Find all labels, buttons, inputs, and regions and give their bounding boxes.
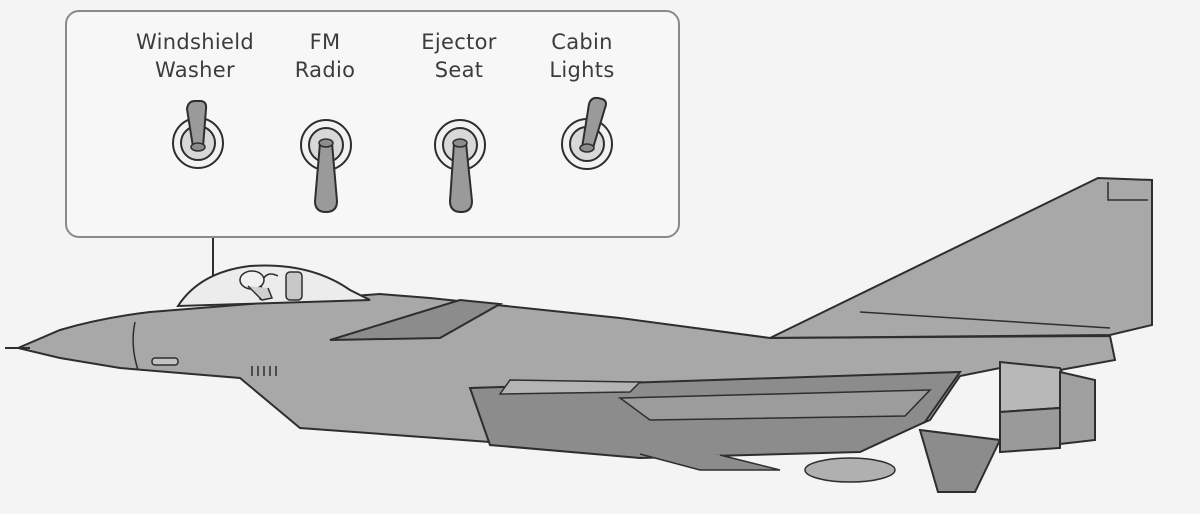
- toggle-switch-cabin-lights[interactable]: [553, 92, 623, 172]
- label-fm-radio: FM Radio: [250, 28, 400, 84]
- label-windshield-washer-line2: Washer: [155, 58, 235, 82]
- canopy: [176, 264, 371, 308]
- toggle-switch-ejector-seat[interactable]: [424, 115, 494, 220]
- label-windshield-washer-line1: Windshield: [136, 30, 254, 54]
- engine-nozzle: [999, 360, 1067, 414]
- label-cabin-lights-line1: Cabin: [551, 30, 613, 54]
- canard-wing: [329, 298, 504, 341]
- tail-fin: [769, 176, 1153, 339]
- side-vents: [251, 366, 277, 376]
- label-ejector-seat: Ejector Seat: [384, 28, 534, 84]
- label-fm-radio-line2: Radio: [294, 58, 356, 82]
- ventral-fin: [918, 428, 1002, 493]
- label-windshield-washer: Windshield Washer: [120, 28, 270, 84]
- label-cabin-lights-line2: Lights: [549, 58, 615, 82]
- label-ejector-seat-line1: Ejector: [421, 30, 497, 54]
- label-cabin-lights: Cabin Lights: [507, 28, 657, 84]
- toggle-switch-windshield-washer[interactable]: [165, 95, 235, 175]
- toggle-switch-fm-radio[interactable]: [292, 115, 362, 220]
- pilot-dog: [239, 270, 265, 290]
- label-ejector-seat-line2: Seat: [434, 58, 484, 82]
- label-fm-radio-line1: FM: [309, 30, 341, 54]
